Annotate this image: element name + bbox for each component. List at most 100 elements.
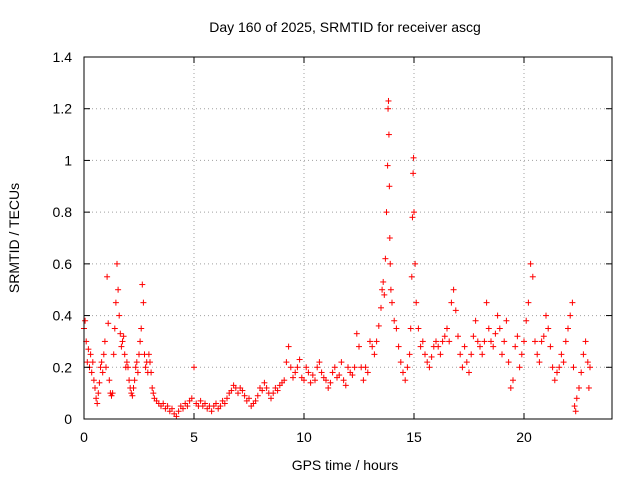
data-point xyxy=(585,384,592,391)
data-point xyxy=(96,379,103,386)
data-point xyxy=(492,330,499,337)
y-tick-label: 0.2 xyxy=(53,359,73,375)
data-point xyxy=(383,209,390,216)
data-point xyxy=(461,343,468,350)
data-point xyxy=(439,338,446,345)
data-point xyxy=(128,390,135,397)
data-point xyxy=(384,162,391,169)
data-point xyxy=(145,351,152,358)
x-tick-label: 15 xyxy=(406,429,422,445)
y-axis-title: SRMTID / TECUs xyxy=(6,183,22,293)
data-point xyxy=(406,351,413,358)
data-point xyxy=(463,359,470,366)
data-point xyxy=(110,351,117,358)
data-point xyxy=(173,413,180,420)
data-point xyxy=(410,170,417,177)
data-point xyxy=(89,359,96,366)
data-point xyxy=(99,369,106,376)
data-point xyxy=(117,330,124,337)
data-point xyxy=(121,351,128,358)
data-point xyxy=(123,359,130,366)
data-point xyxy=(391,317,398,324)
data-point xyxy=(538,338,545,345)
data-point xyxy=(426,364,433,371)
data-point xyxy=(452,307,459,314)
data-point xyxy=(114,260,120,267)
data-point xyxy=(316,359,323,366)
data-point xyxy=(543,312,549,319)
data-point xyxy=(468,351,475,358)
data-point xyxy=(381,291,388,298)
data-point xyxy=(134,369,141,376)
data-point xyxy=(507,384,514,391)
data-point xyxy=(101,338,108,345)
data-point xyxy=(287,364,294,371)
data-point xyxy=(327,379,334,386)
data-point xyxy=(235,390,241,397)
data-point xyxy=(137,338,144,345)
data-point xyxy=(82,317,89,324)
data-point xyxy=(477,343,483,350)
data-point xyxy=(296,356,303,363)
data-point xyxy=(353,330,360,337)
data-point xyxy=(518,351,525,358)
data-point xyxy=(385,105,392,112)
data-point xyxy=(558,351,565,358)
data-point xyxy=(503,317,510,324)
data-point xyxy=(342,382,349,389)
data-point xyxy=(529,273,536,280)
data-point xyxy=(112,299,119,306)
data-point xyxy=(415,325,422,332)
data-point xyxy=(175,408,182,415)
data-point xyxy=(369,343,376,350)
data-point xyxy=(169,405,175,412)
data-point xyxy=(283,359,290,366)
data-point xyxy=(512,343,519,350)
data-point xyxy=(120,333,127,340)
data-point xyxy=(428,353,435,360)
data-point xyxy=(95,390,102,397)
data-point xyxy=(290,374,296,381)
data-point xyxy=(147,359,153,366)
data-point xyxy=(129,392,136,399)
data-point xyxy=(413,299,420,306)
y-tick-label: 0 xyxy=(64,411,72,427)
data-point xyxy=(149,384,156,391)
data-point xyxy=(457,351,464,358)
data-point xyxy=(139,281,146,288)
data-point xyxy=(208,408,215,415)
data-point xyxy=(516,364,523,371)
y-tick-label: 0.8 xyxy=(53,204,73,220)
data-point xyxy=(545,325,552,332)
data-point xyxy=(556,364,563,371)
data-point xyxy=(402,377,409,384)
data-point xyxy=(549,364,556,371)
data-point xyxy=(373,338,380,345)
data-point xyxy=(93,395,100,402)
data-point xyxy=(92,384,98,391)
data-point xyxy=(336,372,343,379)
data-point xyxy=(450,286,457,293)
data-point xyxy=(386,235,393,241)
y-tick-label: 1 xyxy=(64,152,72,168)
data-point xyxy=(118,343,125,350)
data-point xyxy=(385,131,392,138)
data-point xyxy=(410,154,417,161)
data-point xyxy=(470,333,477,340)
data-point xyxy=(364,369,371,376)
data-point xyxy=(576,384,582,391)
data-point xyxy=(472,317,479,324)
data-point xyxy=(351,364,358,371)
data-point xyxy=(400,369,406,376)
data-point xyxy=(345,364,351,371)
data-point xyxy=(184,403,191,410)
data-point xyxy=(412,260,419,267)
data-point xyxy=(191,364,197,371)
data-point xyxy=(148,369,155,376)
data-point xyxy=(540,333,547,340)
data-point xyxy=(97,364,104,371)
data-point xyxy=(534,351,541,358)
data-point xyxy=(150,390,157,397)
data-point xyxy=(224,395,230,402)
